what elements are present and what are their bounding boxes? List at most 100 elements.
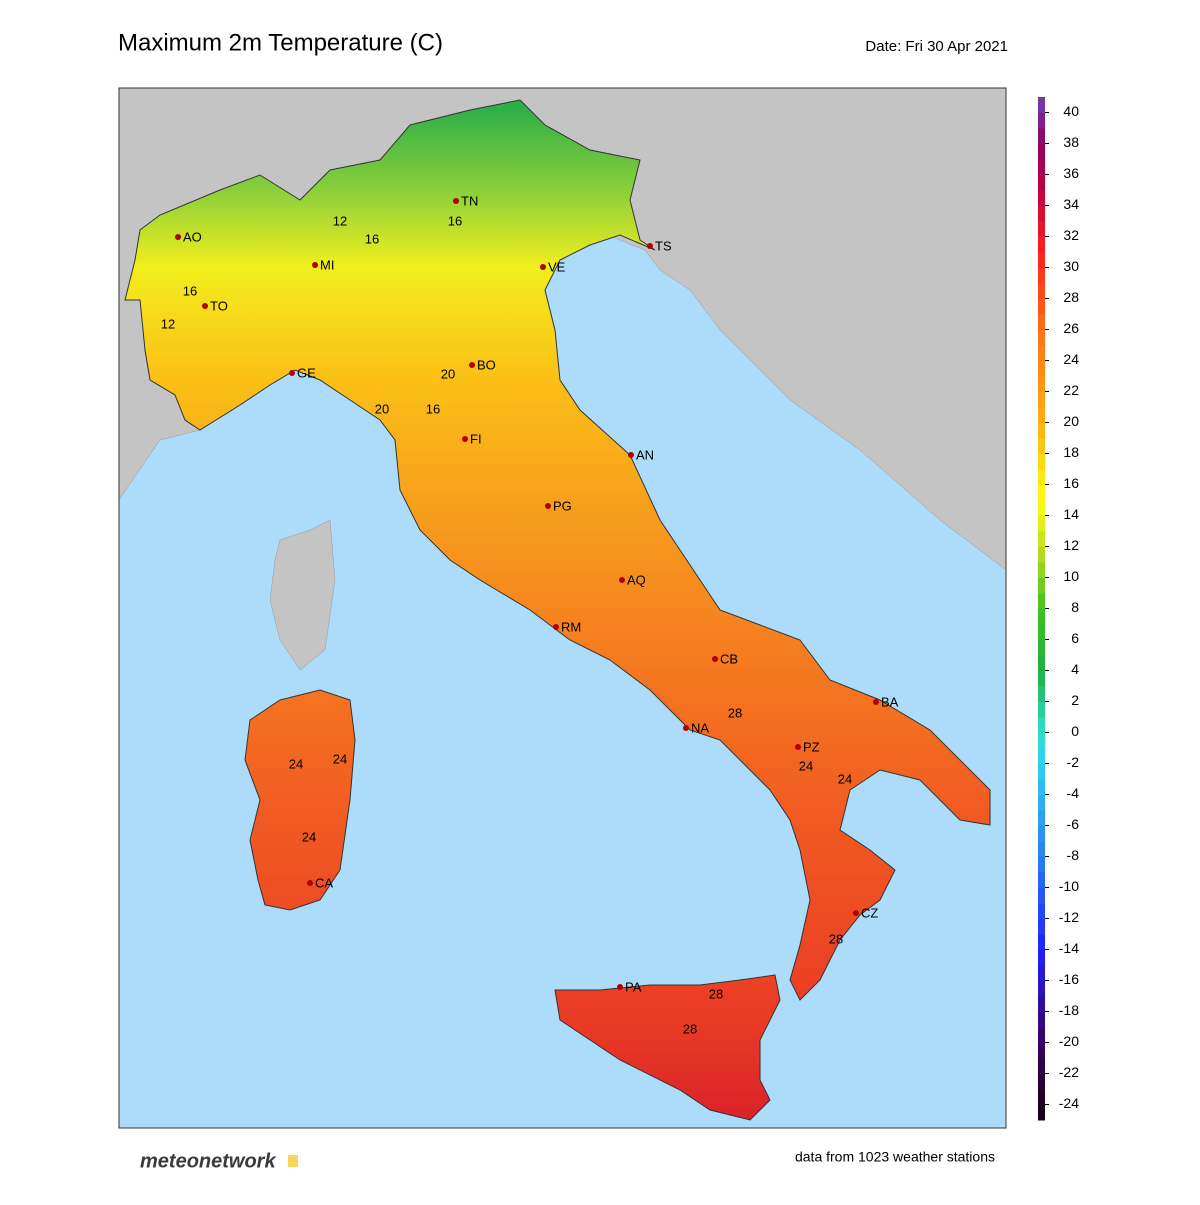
italy-mainland [124, 99, 991, 1001]
colorbar-segment [1038, 965, 1045, 981]
colorbar-segment [1038, 438, 1045, 454]
colorbar-tick-label: -12 [1059, 909, 1079, 925]
colorbar-segment [1038, 1089, 1045, 1105]
colorbar-segment [1038, 903, 1045, 919]
city-label: BA [881, 694, 899, 709]
city-dot [619, 577, 625, 583]
city-dot [712, 656, 718, 662]
colorbar-tick-label: -22 [1059, 1064, 1079, 1080]
city-label: TS [655, 238, 672, 253]
colorbar-tick-label: -20 [1059, 1033, 1079, 1049]
colorbar-tick-label: 14 [1063, 506, 1079, 522]
city-label: PZ [803, 739, 820, 754]
city-label: TN [461, 193, 478, 208]
colorbar-segment [1038, 345, 1045, 361]
contour-label: 12 [333, 213, 347, 228]
colorbar-segment [1038, 794, 1045, 811]
colorbar-segment [1038, 1073, 1045, 1090]
city-dot [553, 624, 559, 630]
city-dot [545, 503, 551, 509]
colorbar-segment [1038, 252, 1045, 268]
city-dot [795, 744, 801, 750]
colorbar-tick-label: 26 [1063, 320, 1079, 336]
colorbar-segment [1038, 748, 1045, 764]
sardinia [244, 689, 356, 911]
city-dot [202, 303, 208, 309]
city-dot [462, 436, 468, 442]
city-dot [647, 243, 653, 249]
colorbar-segment [1038, 484, 1045, 501]
colorbar-segment [1038, 453, 1045, 470]
contour-label: 20 [375, 401, 389, 416]
colorbar-segment [1038, 360, 1045, 377]
colorbar-segment [1038, 996, 1045, 1012]
colorbar-segment [1038, 391, 1045, 408]
colorbar-segment [1038, 407, 1045, 423]
colorbar-segment [1038, 267, 1045, 284]
contour-label: 28 [683, 1021, 697, 1036]
city-label: AQ [627, 572, 646, 587]
colorbar-segment [1038, 655, 1045, 671]
city-dot [469, 362, 475, 368]
logo-square [288, 1155, 298, 1167]
colorbar-segment [1038, 97, 1045, 113]
city-dot [853, 910, 859, 916]
colorbar-tick-label: -16 [1059, 971, 1079, 987]
colorbar-segment [1038, 887, 1045, 904]
colorbar-segment [1038, 531, 1045, 547]
city-label: MI [320, 257, 334, 272]
colorbar-tick-label: 22 [1063, 382, 1079, 398]
city-label: CA [315, 875, 333, 890]
colorbar-segment [1038, 841, 1045, 857]
city-dot [683, 725, 689, 731]
city-label: AO [183, 229, 202, 244]
colorbar-segment [1038, 763, 1045, 780]
colorbar-segment [1038, 128, 1045, 144]
colorbar-tick-label: 18 [1063, 444, 1079, 460]
contour-label: 16 [183, 283, 197, 298]
contour-label: 24 [838, 771, 852, 786]
colorbar-tick-label: 34 [1063, 196, 1079, 212]
colorbar-segment [1038, 810, 1045, 826]
colorbar-segment [1038, 1042, 1045, 1059]
city-label: AN [636, 447, 654, 462]
colorbar-segment [1038, 639, 1045, 656]
contour-label: 16 [448, 213, 462, 228]
city-dot [873, 699, 879, 705]
colorbar-segment [1038, 856, 1045, 873]
city-label: NA [691, 720, 709, 735]
contour-label: 28 [829, 931, 843, 946]
colorbar-tick-label: -2 [1067, 754, 1080, 770]
colorbar-tick-label: 12 [1063, 537, 1079, 553]
colorbar-tick-label: 40 [1063, 103, 1079, 119]
logo: meteonetwork [140, 1150, 276, 1172]
city-dot [175, 234, 181, 240]
colorbar-segment [1038, 1058, 1045, 1074]
colorbar-segment [1038, 670, 1045, 687]
colorbar-tick-label: -18 [1059, 1002, 1079, 1018]
colorbar-segment [1038, 329, 1045, 346]
contour-label: 28 [709, 986, 723, 1001]
colorbar-segment [1038, 546, 1045, 563]
contour-label: 24 [289, 756, 303, 771]
colorbar-segment [1038, 1011, 1045, 1028]
map-date: Date: Fri 30 Apr 2021 [865, 38, 1008, 55]
colorbar-segment [1038, 1027, 1045, 1043]
city-dot [540, 264, 546, 270]
colorbar-segment [1038, 376, 1045, 392]
colorbar-segment [1038, 314, 1045, 330]
colorbar-tick-label: 6 [1071, 630, 1079, 646]
city-dot [453, 198, 459, 204]
colorbar-tick-label: 36 [1063, 165, 1079, 181]
colorbar-tick-label: 24 [1063, 351, 1079, 367]
city-label: FI [470, 431, 482, 446]
colorbar-segment [1038, 174, 1045, 191]
colorbar-segment [1038, 918, 1045, 935]
colorbar-segment [1038, 143, 1045, 160]
colorbar-segment [1038, 624, 1045, 640]
city-label: CZ [861, 905, 878, 920]
colorbar-segment [1038, 1104, 1045, 1121]
colorbar-segment [1038, 872, 1045, 888]
city-dot [617, 984, 623, 990]
